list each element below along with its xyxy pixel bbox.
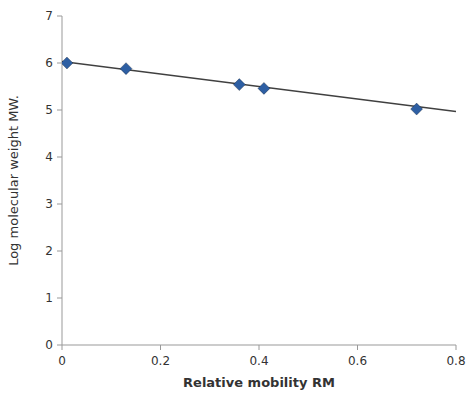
y-tick (57, 251, 62, 252)
x-tick-label: 0.6 (348, 354, 367, 368)
y-tick (57, 345, 62, 346)
x-tick-label: 0.8 (446, 354, 465, 368)
x-tick-label: 0.4 (249, 354, 268, 368)
y-axis-label: Log molecular weight MW. (6, 95, 21, 266)
chart-svg: 0 0.2 0.4 0.6 0.8 0 1 2 3 4 5 6 7 Relative mobility R… (0, 0, 474, 397)
x-tick-label: 0.2 (151, 354, 170, 368)
plot-area (62, 57, 456, 115)
x-tick-label: 0 (58, 354, 66, 368)
y-tick (57, 63, 62, 64)
x-tick (160, 345, 161, 350)
y-tick-label: 7 (45, 9, 53, 23)
y-tick (57, 204, 62, 205)
data-point (120, 63, 132, 75)
x-tick (62, 345, 63, 350)
x-tick (357, 345, 358, 350)
y-tick-label: 0 (45, 338, 53, 352)
y-tick-label: 5 (45, 103, 53, 117)
y-tick-label: 1 (45, 291, 53, 305)
y-tick (57, 298, 62, 299)
regression-line (62, 62, 456, 112)
y-tick (57, 157, 62, 158)
points (62, 57, 423, 115)
x-tick (259, 345, 260, 350)
y-tick (57, 16, 62, 17)
x-axis-label: Relative mobility RM (183, 375, 335, 390)
y-tick-label: 2 (45, 244, 53, 258)
data-point (258, 82, 270, 94)
y-tick (57, 110, 62, 111)
lines (62, 62, 456, 112)
chart-container: 0 0.2 0.4 0.6 0.8 0 1 2 3 4 5 6 7 Relative mobility R… (0, 0, 474, 397)
data-point (411, 103, 423, 115)
data-point (233, 79, 245, 91)
x-tick (456, 345, 457, 350)
data-point (62, 57, 73, 69)
axes: 0 0.2 0.4 0.6 0.8 0 1 2 3 4 5 6 7 (45, 9, 465, 368)
y-tick-label: 4 (45, 150, 53, 164)
y-axis-line (62, 16, 63, 345)
y-tick-label: 6 (45, 56, 53, 70)
y-tick-label: 3 (45, 197, 53, 211)
